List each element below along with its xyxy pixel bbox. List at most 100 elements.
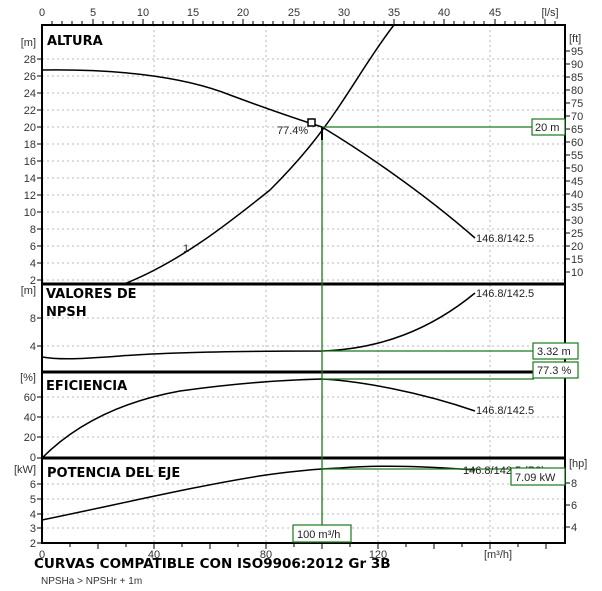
npsh-unit: [m] — [21, 285, 36, 297]
svg-text:8: 8 — [571, 478, 577, 490]
svg-text:15: 15 — [571, 254, 583, 266]
npsh-value-box: 3.32 m — [537, 346, 571, 358]
svg-text:6: 6 — [571, 500, 577, 512]
svg-text:10: 10 — [571, 267, 583, 279]
eff-at-point-label: 77.4% — [277, 125, 308, 137]
svg-text:20: 20 — [571, 241, 583, 253]
svg-text:60: 60 — [24, 392, 36, 404]
svg-text:30: 30 — [338, 7, 350, 19]
panel-titles: ALTURA VALORES DE NPSH EFICIENCIA POTENC… — [46, 34, 180, 481]
svg-text:45: 45 — [489, 7, 501, 19]
svg-text:80: 80 — [260, 549, 272, 561]
svg-text:10: 10 — [24, 207, 36, 219]
svg-text:26: 26 — [24, 71, 36, 83]
bep-marker-icon — [307, 118, 316, 127]
svg-text:6: 6 — [30, 479, 36, 491]
svg-text:10: 10 — [137, 7, 149, 19]
svg-text:40: 40 — [148, 549, 160, 561]
value-boxes: 20 m 3.32 m 77.3 % 7.09 kW 100 m³/h — [292, 118, 579, 543]
panel-title-npsh-line1: VALORES DE — [46, 287, 137, 302]
svg-text:55: 55 — [571, 150, 583, 162]
svg-text:0: 0 — [39, 7, 45, 19]
svg-text:15: 15 — [187, 7, 199, 19]
svg-text:14: 14 — [24, 173, 36, 185]
svg-text:0: 0 — [30, 452, 36, 464]
svg-text:30: 30 — [571, 215, 583, 227]
npsh-curve-label: 146.8/142.5 — [476, 288, 534, 300]
svg-text:18: 18 — [24, 139, 36, 151]
svg-text:85: 85 — [571, 72, 583, 84]
power-value-box: 7.09 kW — [515, 472, 556, 484]
curves — [41, 24, 476, 521]
svg-text:0: 0 — [39, 549, 45, 561]
svg-text:8: 8 — [30, 313, 36, 325]
svg-text:4: 4 — [571, 522, 577, 534]
eff-value-box: 77.3 % — [537, 365, 571, 377]
svg-text:50: 50 — [571, 163, 583, 175]
footer-title: CURVAS COMPATIBLE CON ISO9906:2012 Gr 3B — [34, 556, 391, 572]
panel-title-altura: ALTURA — [47, 34, 103, 49]
svg-text:4: 4 — [30, 258, 36, 270]
panel-title-npsh-line2: NPSH — [46, 305, 87, 320]
head-value-box: 20 m — [535, 122, 559, 134]
svg-text:4: 4 — [30, 509, 36, 521]
flow-value-box: 100 m³/h — [297, 529, 340, 541]
panel-title-potencia: POTENCIA DEL EJE — [47, 466, 180, 481]
system-curve — [123, 24, 395, 285]
head-curve — [41, 69, 476, 239]
bottom-axis-ticks — [69, 543, 547, 549]
right-axis-ticks — [565, 50, 570, 528]
bottom-axis-unit: [m³/h] — [484, 549, 512, 561]
svg-text:60: 60 — [571, 137, 583, 149]
svg-text:90: 90 — [571, 59, 583, 71]
top-axis-ticks — [51, 19, 556, 25]
npsh-curve — [41, 292, 476, 360]
curve-labels: 146.8/142.5 1 146.8/142.5 146.8/142.5 14… — [183, 125, 545, 477]
power-unit: [kW] — [14, 464, 36, 476]
panel-title-eficiencia: EFICIENCIA — [46, 379, 127, 394]
hp-unit: [hp] — [569, 458, 587, 470]
svg-text:20: 20 — [24, 122, 36, 134]
svg-text:40: 40 — [24, 412, 36, 424]
system-curve-label: 1 — [183, 243, 189, 255]
power-curve — [41, 465, 476, 521]
operating-point-lines — [321, 126, 534, 527]
efficiency-curve — [41, 378, 476, 459]
altura-unit: [m] — [21, 37, 36, 49]
svg-text:45: 45 — [571, 176, 583, 188]
svg-text:20: 20 — [24, 432, 36, 444]
svg-text:40: 40 — [571, 189, 583, 201]
svg-text:12: 12 — [24, 190, 36, 202]
svg-text:25: 25 — [288, 7, 300, 19]
top-axis-unit: [l/s] — [541, 7, 558, 19]
svg-text:2: 2 — [30, 538, 36, 550]
svg-text:24: 24 — [24, 88, 36, 100]
svg-text:20: 20 — [237, 7, 249, 19]
svg-text:3: 3 — [30, 523, 36, 535]
eff-curve-label: 146.8/142.5 — [476, 405, 534, 417]
svg-text:35: 35 — [388, 7, 400, 19]
svg-text:70: 70 — [571, 111, 583, 123]
svg-text:2: 2 — [30, 275, 36, 287]
svg-text:8: 8 — [30, 224, 36, 236]
svg-text:35: 35 — [571, 202, 583, 214]
svg-text:5: 5 — [90, 7, 96, 19]
svg-text:65: 65 — [571, 124, 583, 136]
svg-text:40: 40 — [438, 7, 450, 19]
top-axis-labels: 0 5 10 15 20 25 30 35 40 45 [l/s] — [39, 7, 559, 19]
svg-text:28: 28 — [24, 54, 36, 66]
svg-text:120: 120 — [369, 549, 387, 561]
svg-text:75: 75 — [571, 98, 583, 110]
eff-unit: [%] — [20, 372, 36, 384]
footer-note: NPSHa > NPSHr + 1m — [41, 576, 143, 587]
left-axis-ticks — [37, 58, 42, 544]
ft-unit: [ft] — [569, 33, 581, 45]
svg-text:16: 16 — [24, 156, 36, 168]
svg-text:95: 95 — [571, 46, 583, 58]
svg-text:25: 25 — [571, 228, 583, 240]
head-curve-label: 146.8/142.5 — [476, 233, 534, 245]
svg-text:22: 22 — [24, 105, 36, 117]
